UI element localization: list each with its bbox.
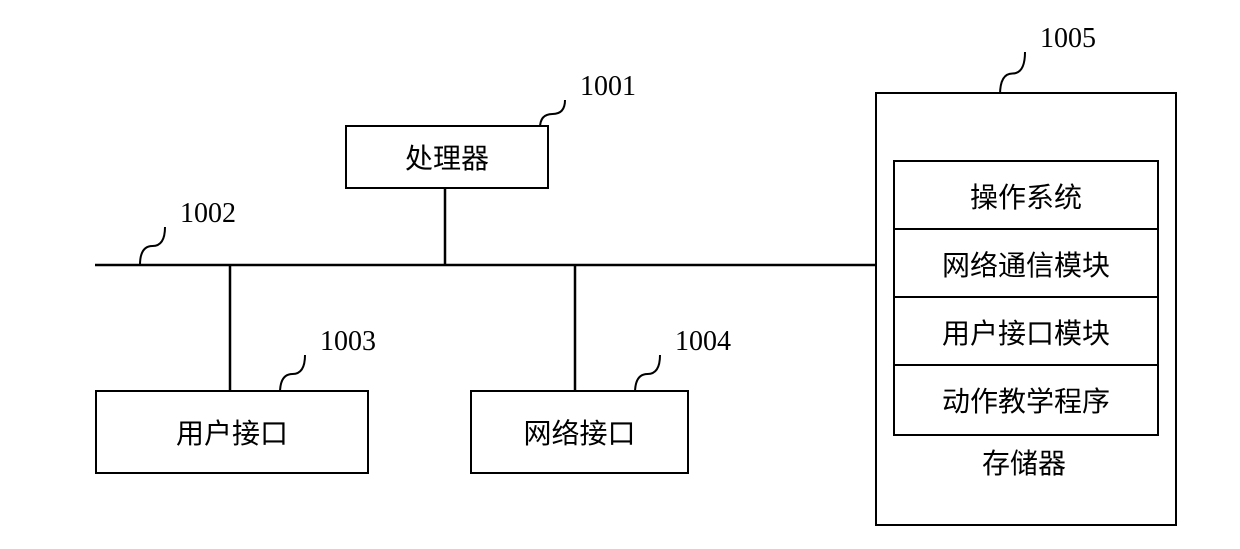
user-interface-block: 用户接口: [95, 390, 369, 474]
memory-row-action-program: 动作教学程序: [893, 364, 1159, 436]
ref-user-interface: 1003: [320, 326, 376, 358]
ref-processor: 1001: [580, 71, 636, 103]
memory-row-os-label: 操作系统: [970, 176, 1082, 216]
memory-row-userif-module: 用户接口模块: [893, 296, 1159, 368]
memory-row-os: 操作系统: [893, 160, 1159, 232]
processor-label: 处理器: [405, 137, 489, 177]
processor-block: 处理器: [345, 125, 549, 189]
diagram-stage: 处理器 用户接口 网络接口 操作系统 网络通信模块 用户接口模块 动作教学程序 …: [0, 0, 1240, 549]
ref-user-interface-text: 1003: [320, 326, 376, 357]
memory-row-userif-module-label: 用户接口模块: [942, 312, 1110, 352]
ref-processor-text: 1001: [580, 71, 636, 102]
ref-bus-text: 1002: [180, 198, 236, 229]
memory-caption: 存储器: [875, 442, 1173, 482]
memory-caption-text: 存储器: [982, 449, 1066, 480]
network-interface-block: 网络接口: [470, 390, 689, 474]
memory-row-netcomm: 网络通信模块: [893, 228, 1159, 300]
user-interface-label: 用户接口: [176, 412, 288, 452]
network-interface-label: 网络接口: [523, 412, 635, 452]
ref-network-interface: 1004: [675, 326, 731, 358]
ref-memory-text: 1005: [1040, 23, 1096, 54]
memory-row-netcomm-label: 网络通信模块: [942, 244, 1110, 284]
memory-row-action-program-label: 动作教学程序: [942, 380, 1110, 420]
ref-bus: 1002: [180, 198, 236, 230]
ref-network-interface-text: 1004: [675, 326, 731, 357]
ref-memory: 1005: [1040, 23, 1096, 55]
